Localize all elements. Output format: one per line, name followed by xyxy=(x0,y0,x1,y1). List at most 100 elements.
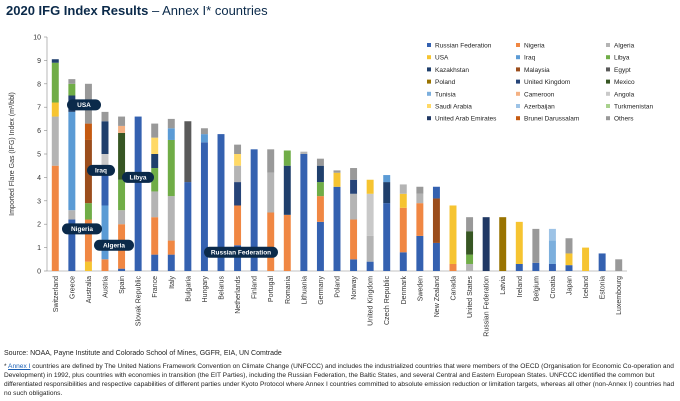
bar-hungary-others-2 xyxy=(200,128,208,135)
bar-canada-usa-1 xyxy=(449,205,457,264)
bar-germany-libya-2 xyxy=(316,182,324,197)
bar-switzerland-libya-3 xyxy=(51,62,59,103)
footnote-marker: * xyxy=(4,363,7,370)
bar-united-states-mexico-2 xyxy=(466,231,474,255)
callout-bg-russian-federation xyxy=(204,246,278,258)
x-tick-label-switzerland: Switzerland xyxy=(53,276,60,312)
x-tick-label-japan: Japan xyxy=(567,276,574,295)
bar-norway-algeria-2 xyxy=(350,193,358,220)
bar-italy-iraq-4 xyxy=(167,128,175,140)
bar-croatia-azerbaijan-2 xyxy=(548,228,556,241)
footnote-text: countries are defined by The United Nati… xyxy=(4,363,675,397)
legend-swatch-nigeria xyxy=(516,43,520,47)
legend-label-mexico: Mexico xyxy=(614,79,635,86)
bar-norway-others-4 xyxy=(350,168,358,180)
x-tick-label-canada: Canada xyxy=(451,276,458,301)
bar-sweden-nigeria-1 xyxy=(416,203,424,236)
bar-denmark-usa-2 xyxy=(399,193,407,208)
bar-lithuania-russian-federation-0 xyxy=(300,154,308,271)
x-tick-label-finland: Finland xyxy=(252,276,259,299)
annex-link[interactable]: Annex I xyxy=(8,363,31,370)
bar-united-kingdom-usa-3 xyxy=(366,179,374,194)
legend-swatch-others xyxy=(606,116,610,121)
bar-austria-angola-3 xyxy=(101,154,109,169)
bar-sweden-russian-federation-0 xyxy=(416,235,424,271)
bar-bulgaria-egypt-1 xyxy=(184,121,192,183)
bar-greece-algeria-1 xyxy=(68,210,76,220)
legend-swatch-saudi-arabia xyxy=(427,104,431,108)
bar-france-others-6 xyxy=(151,123,159,138)
legend-swatch-mexico xyxy=(606,79,610,84)
legend-label-azerbaijan: Azerbaijan xyxy=(524,104,555,111)
legend-label-others: Others xyxy=(614,116,634,123)
legend-swatch-united-kingdom xyxy=(516,79,520,84)
legend-label-kazakhstan: Kazakhstan xyxy=(435,67,469,74)
bar-japan-others-2 xyxy=(565,238,573,254)
legend-swatch-tunisia xyxy=(427,91,431,96)
x-tick-label-hungary: Hungary xyxy=(202,276,209,303)
bar-united-kingdom-angola-2 xyxy=(366,193,374,236)
legend-label-united-arab-emirates: United Arab Emirates xyxy=(435,116,497,123)
chart: 0 1 2 3 4 5 6 7 8 9 10 Imported Flare Gas (IFG) Ind… xyxy=(9,35,654,337)
bar-spain-cameroon-5 xyxy=(118,125,126,133)
bar-portugal-algeria-1 xyxy=(267,172,275,213)
bar-portugal-others-2 xyxy=(267,149,275,173)
bar-australia-brunei-darussalam-4 xyxy=(84,123,92,140)
legend-label-malaysia: Malaysia xyxy=(524,67,550,74)
bar-switzerland-usa-2 xyxy=(51,102,59,117)
bar-norway-nigeria-1 xyxy=(350,219,358,260)
x-tick-label-france: France xyxy=(152,276,159,298)
x-tick-label-germany: Germany xyxy=(318,276,325,305)
bar-italy-others-5 xyxy=(167,118,175,129)
bar-greece-libya-4 xyxy=(68,83,76,96)
bar-ireland-russian-federation-0 xyxy=(515,263,523,271)
legend-swatch-libya xyxy=(606,55,610,60)
x-tick-label-slovak-republic: Slovak Republic xyxy=(136,276,143,327)
legend-swatch-cameroon xyxy=(516,91,520,96)
x-tick-label-iceland: Iceland xyxy=(583,276,590,299)
bar-hungary-russian-federation-0 xyxy=(200,142,208,271)
legend-label-united-kingdom: United Kingdom xyxy=(524,79,570,86)
x-tick-label-netherlands: Netherlands xyxy=(235,276,242,314)
bar-netherlands-nigeria-1 xyxy=(234,205,242,246)
y-tick-label-2: 2 xyxy=(37,222,41,229)
legend-swatch-iraq xyxy=(516,55,520,60)
bar-norway-united-kingdom-3 xyxy=(350,179,358,194)
bar-united-states-algeria-0 xyxy=(466,263,474,271)
bar-lithuania-algeria-1 xyxy=(300,151,308,154)
x-tick-label-sweden: Sweden xyxy=(417,276,424,301)
y-tick-label-0: 0 xyxy=(37,269,41,276)
bar-ireland-usa-1 xyxy=(515,221,523,264)
legend-label-poland: Poland xyxy=(435,79,456,86)
legend-swatch-algeria xyxy=(606,43,610,47)
bar-greece-iraq-2 xyxy=(68,111,76,211)
bar-czech-republic-kazakhstan-1 xyxy=(383,182,391,204)
legend-swatch-turkmenistan xyxy=(606,104,610,108)
x-tick-label-greece: Greece xyxy=(69,276,76,299)
bar-spain-algeria-2 xyxy=(118,210,126,225)
bar-poland-russian-federation-0 xyxy=(333,186,341,271)
bar-australia-libya-2 xyxy=(84,203,92,220)
bar-japan-russian-federation-0 xyxy=(565,265,573,271)
x-tick-label-ireland: Ireland xyxy=(517,276,524,298)
bar-sweden-algeria-2 xyxy=(416,193,424,204)
bar-luxembourg-others-0 xyxy=(615,259,623,271)
x-tick-label-croatia: Croatia xyxy=(550,276,557,299)
bar-france-kazakhstan-4 xyxy=(151,154,159,169)
bar-netherlands-others-5 xyxy=(234,144,242,154)
legend-swatch-russian-federation xyxy=(427,43,431,47)
bar-hungary-iraq-1 xyxy=(200,134,208,143)
bar-japan-usa-1 xyxy=(565,253,573,266)
source-note: Source: NOAA, Payne Institute and Colora… xyxy=(4,350,282,357)
y-tick-label-10: 10 xyxy=(33,35,41,42)
callout-bg-algeria xyxy=(94,239,134,251)
legend-swatch-poland xyxy=(427,79,431,84)
y-tick-label-6: 6 xyxy=(37,128,41,135)
bar-greece-russian-federation-0 xyxy=(68,219,76,271)
bar-united-states-others-3 xyxy=(466,217,474,232)
bar-greece-others-5 xyxy=(68,79,76,84)
x-tick-label-lithuania: Lithuania xyxy=(301,276,308,305)
y-tick-label-9: 9 xyxy=(37,58,41,65)
x-tick-label-italy: Italy xyxy=(169,276,176,289)
bar-spain-russian-federation-0 xyxy=(118,268,126,271)
